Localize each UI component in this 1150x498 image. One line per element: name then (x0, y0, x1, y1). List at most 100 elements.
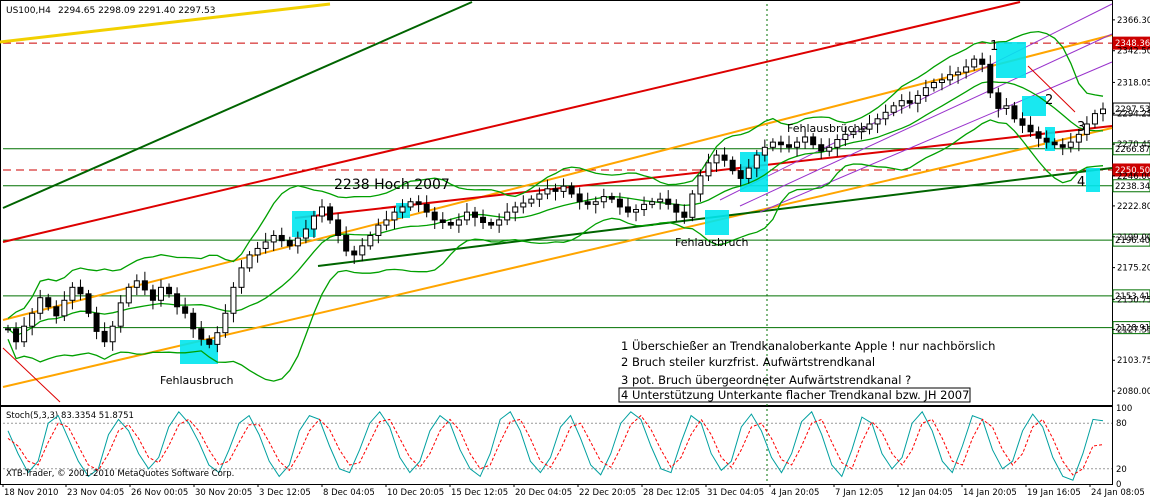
candle-body-11 (93, 312, 100, 332)
candle-body-21 (174, 293, 181, 308)
time-tick-label: 18 Nov 2010 (4, 488, 58, 498)
candle-body-94 (761, 146, 768, 156)
candle-body-131 (1059, 144, 1066, 148)
annotation-4: 1 (990, 39, 998, 54)
level-tag-label-1: 2297.53 (1115, 105, 1150, 115)
candle-body-67 (544, 188, 551, 195)
red-middle-trendline (294, 125, 1113, 219)
candle-body-117 (947, 74, 954, 81)
candle-body-101 (818, 144, 825, 152)
stoch-main-line (7, 410, 1104, 481)
candle-body-122 (987, 63, 994, 94)
stoch-title: Stoch(5,3,3) 83.3354 51.8751 (6, 411, 134, 421)
note-3: 4 Unterstützung Unterkante flacher Trend… (621, 388, 969, 402)
candle-body-44 (359, 245, 366, 256)
level-tag-label-6: 2153.41 (1115, 292, 1150, 302)
time-axis: 18 Nov 2010 23 Nov 04:05 26 Nov 00:05 30 No… (2, 484, 1145, 498)
candle-body-81 (657, 198, 664, 203)
candle-body-6 (53, 306, 60, 317)
candle-body-99 (802, 136, 809, 143)
candle-body-114 (922, 87, 929, 96)
candle-body-83 (673, 203, 680, 213)
candle-body-59 (480, 216, 487, 224)
candle-body-51 (415, 201, 422, 205)
time-tick-label: 4 Jan 20:05 (771, 488, 819, 498)
candle-body-53 (431, 211, 438, 221)
candle-body-62 (504, 211, 511, 221)
candle-body-52 (423, 203, 430, 213)
ohlc-readout: 2294.65 2298.09 2291.40 2297.53 (58, 6, 215, 16)
candle-body-36 (294, 237, 301, 247)
price-tick-label: 2318.05 (1117, 78, 1150, 88)
violet-channel-lower (759, 61, 1113, 213)
candle-body-46 (375, 224, 382, 236)
candle-body-12 (101, 330, 108, 343)
candle-body-24 (198, 328, 205, 340)
stochastic-panel: 100 80 20 0 Stoch(5,3,3) 83.3354 51.8751 XTB-… (3, 404, 1132, 490)
time-tick-label: 24 Jan 08:05 (1091, 488, 1145, 498)
price-tick-label: 2175.20 (1117, 264, 1150, 274)
candle-body-14 (117, 302, 124, 327)
candle-body-61 (496, 219, 503, 226)
level-tag-6 (1112, 289, 1150, 303)
level-tag-label-4: 2238.34 (1115, 182, 1150, 192)
price-tick-label: 2270.45 (1117, 140, 1150, 150)
highlight-box-7 (1045, 127, 1055, 151)
note-0: 1 Überschießer an Trendkanaloberkante Ap… (621, 337, 995, 353)
candle-body-38 (310, 215, 317, 230)
annotation-3: Fehlausbrüche (787, 122, 867, 135)
candle-body-124 (1003, 105, 1010, 109)
note-1: 2 Bruch steiler kurzfrist. Aufwärtstrend… (621, 355, 875, 369)
candle-body-97 (785, 144, 792, 148)
time-tick-label: 26 Nov 00:05 (131, 488, 188, 498)
time-tick-label: 31 Dec 04:05 (707, 488, 764, 498)
candle-body-68 (552, 188, 559, 192)
candle-body-85 (689, 193, 696, 218)
candle-body-40 (327, 206, 334, 221)
stoch-frame (0, 406, 1113, 485)
candle-body-43 (351, 250, 358, 256)
candle-body-2 (21, 325, 28, 343)
highlight-box-8 (1086, 168, 1100, 192)
candle-body-25 (206, 338, 213, 345)
candle-body-90 (729, 159, 736, 172)
candle-body-93 (753, 154, 760, 169)
candle-body-136 (1100, 108, 1106, 115)
candle-body-109 (882, 111, 889, 120)
candle-body-35 (286, 240, 293, 247)
time-tick-label: 3 Dec 12:05 (259, 488, 311, 498)
candle-body-79 (641, 203, 648, 211)
symbol-label: US100,H4 (6, 6, 51, 16)
candle-body-54 (439, 219, 446, 224)
candle-body-119 (963, 66, 970, 73)
price-tick-label: 2294.25 (1117, 109, 1150, 119)
candle-body-0 (5, 328, 11, 331)
candle-body-29 (238, 267, 245, 288)
price-tick-label: 2342.50 (1117, 47, 1150, 57)
candle-body-49 (399, 206, 406, 213)
highlight-box-0 (180, 340, 218, 364)
level-tag-label-0: 2348.36 (1115, 39, 1150, 49)
candle-body-13 (109, 325, 116, 343)
candle-body-27 (222, 312, 229, 334)
candle-body-37 (302, 228, 309, 239)
candle-body-72 (584, 201, 591, 205)
candle-body-116 (938, 79, 945, 83)
candle-body-134 (1083, 123, 1090, 135)
candle-body-31 (254, 247, 261, 256)
candle-body-32 (262, 241, 269, 249)
candle-body-69 (560, 185, 567, 192)
candle-body-74 (600, 196, 607, 203)
candle-body-7 (61, 299, 68, 317)
candle-body-106 (858, 128, 865, 133)
candle-body-107 (866, 123, 873, 130)
candle-body-98 (794, 141, 801, 148)
candle-body-71 (576, 193, 583, 203)
level-tag-2 (1112, 142, 1150, 156)
candle-body-95 (769, 141, 776, 148)
level-tag-4 (1112, 179, 1150, 193)
candle-body-118 (955, 71, 962, 76)
candle-body-108 (874, 118, 881, 125)
